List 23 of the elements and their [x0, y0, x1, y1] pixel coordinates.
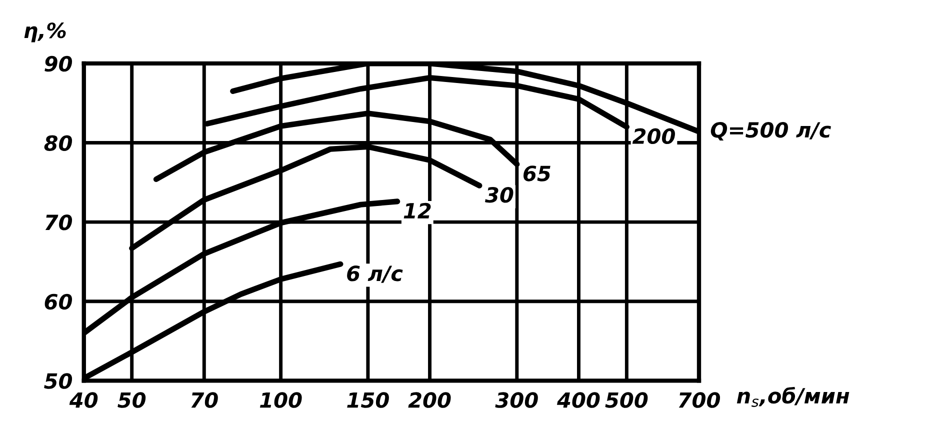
x-tick-label: 300 — [495, 392, 538, 408]
x-tick-label: 40 — [69, 392, 98, 408]
x-tick-label: 700 — [678, 392, 720, 408]
series-label: 65 — [524, 166, 550, 182]
y-tick-label: 50 — [44, 373, 72, 389]
series-label: Q=500 л/с — [710, 122, 831, 140]
x-axis-title: n$_{s}$,об/мин — [736, 386, 850, 407]
y-tick-label: 90 — [44, 56, 72, 72]
series-label: 200 — [632, 128, 675, 144]
x-tick-label: 50 — [118, 392, 146, 408]
y-axis-title: η,% — [24, 22, 66, 42]
series-label: 12 — [404, 202, 431, 218]
x-tick-label: 70 — [191, 392, 218, 408]
y-tick-label: 80 — [44, 135, 72, 151]
series-label: 30 — [484, 186, 514, 203]
x-tick-label: 500 — [605, 392, 648, 408]
x-tick-label: 150 — [347, 392, 389, 408]
x-tick-label: 400 — [556, 392, 600, 408]
y-tick-label: 70 — [45, 214, 72, 230]
series-label: 6 л/с — [347, 266, 403, 283]
x-tick-label: 200 — [408, 392, 451, 408]
x-tick-label: 100 — [260, 392, 302, 408]
y-tick-label: 60 — [44, 294, 72, 310]
